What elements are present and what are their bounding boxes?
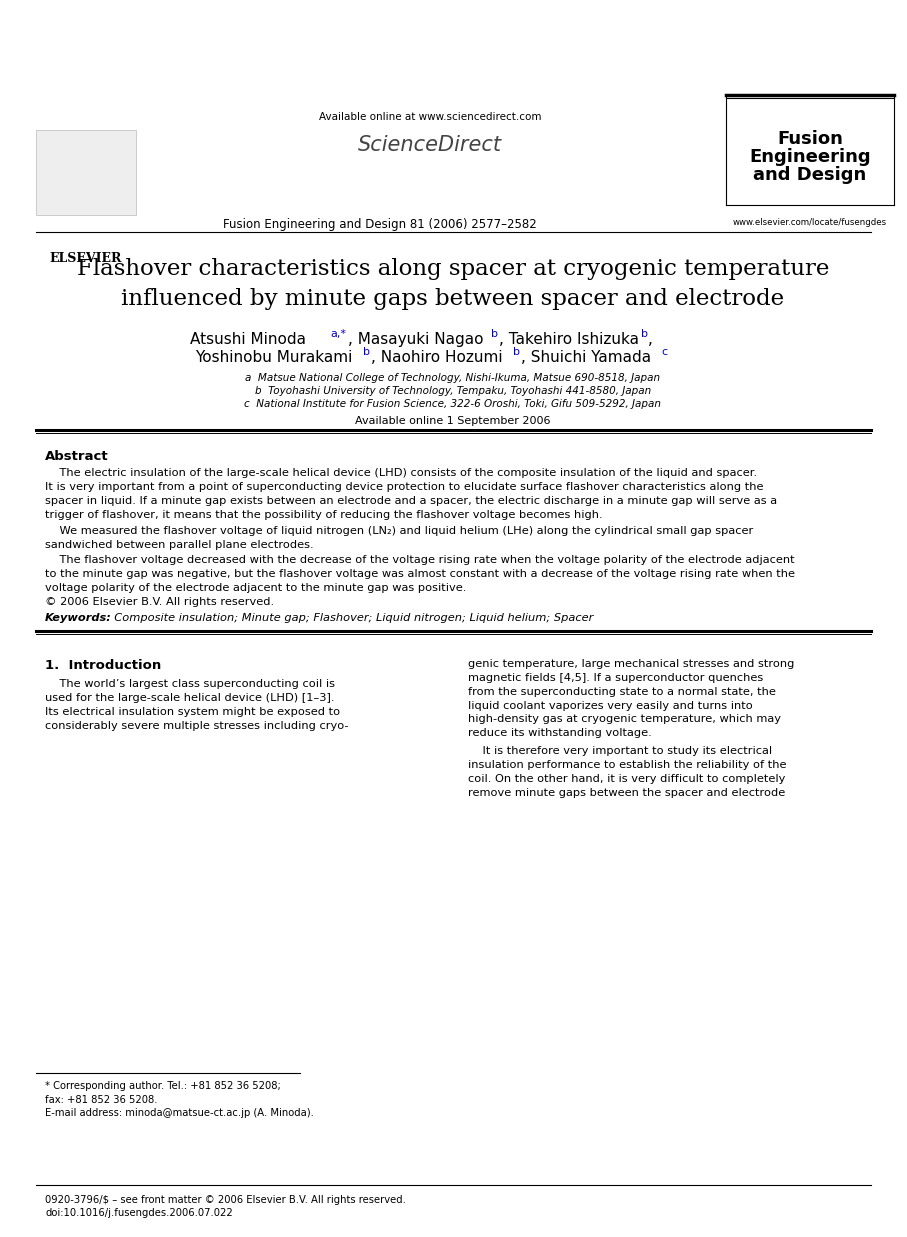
Text: ,: ,: [648, 332, 653, 348]
Text: ScienceDirect: ScienceDirect: [358, 135, 502, 155]
Text: Atsushi Minoda: Atsushi Minoda: [190, 332, 306, 348]
Text: We measured the flashover voltage of liquid nitrogen (LN₂) and liquid helium (LH: We measured the flashover voltage of liq…: [45, 526, 753, 549]
Text: , Shuichi Yamada: , Shuichi Yamada: [521, 350, 651, 365]
Text: www.elsevier.com/locate/fusengdes: www.elsevier.com/locate/fusengdes: [733, 218, 887, 228]
Text: , Naohiro Hozumi: , Naohiro Hozumi: [371, 350, 502, 365]
Text: 1.  Introduction: 1. Introduction: [45, 659, 161, 672]
Text: Composite insulation; Minute gap; Flashover; Liquid nitrogen; Liquid helium; Spa: Composite insulation; Minute gap; Flasho…: [107, 614, 593, 623]
Text: c: c: [661, 348, 668, 357]
Text: * Corresponding author. Tel.: +81 852 36 5208;
fax: +81 852 36 5208.
E-mail addr: * Corresponding author. Tel.: +81 852 36…: [45, 1081, 314, 1118]
Text: , Takehiro Ishizuka: , Takehiro Ishizuka: [499, 332, 639, 348]
Text: b: b: [363, 348, 370, 357]
Text: Keywords:: Keywords:: [45, 614, 112, 623]
Text: Abstract: Abstract: [45, 450, 109, 463]
Text: and Design: and Design: [754, 166, 866, 184]
Text: a  Matsue National College of Technology, Nishi-Ikuma, Matsue 690-8518, Japan: a Matsue National College of Technology,…: [246, 374, 660, 383]
Text: The flashover voltage decreased with the decrease of the voltage rising rate whe: The flashover voltage decreased with the…: [45, 555, 795, 606]
Bar: [36, 130, 136, 215]
Text: Available online 1 September 2006: Available online 1 September 2006: [356, 416, 551, 426]
Text: b: b: [491, 329, 498, 339]
Text: Engineering: Engineering: [749, 148, 871, 166]
Text: , Masayuki Nagao: , Masayuki Nagao: [348, 332, 483, 348]
Text: Fusion: Fusion: [777, 130, 843, 148]
Text: c  National Institute for Fusion Science, 322-6 Oroshi, Toki, Gifu 509-5292, Jap: c National Institute for Fusion Science,…: [245, 400, 661, 409]
Text: ELSEVIER: ELSEVIER: [50, 251, 122, 265]
Text: a,*: a,*: [330, 329, 346, 339]
Text: b  Toyohashi University of Technology, Tempaku, Toyohashi 441-8580, Japan: b Toyohashi University of Technology, Te…: [255, 386, 651, 396]
Text: The electric insulation of the large-scale helical device (LHD) consists of the : The electric insulation of the large-sca…: [45, 468, 777, 520]
Text: genic temperature, large mechanical stresses and strong
magnetic fields [4,5]. I: genic temperature, large mechanical stre…: [468, 659, 795, 738]
Text: Fusion Engineering and Design 81 (2006) 2577–2582: Fusion Engineering and Design 81 (2006) …: [223, 218, 537, 231]
Text: Yoshinobu Murakami: Yoshinobu Murakami: [195, 350, 353, 365]
Text: 0920-3796/$ – see front matter © 2006 Elsevier B.V. All rights reserved.
doi:10.: 0920-3796/$ – see front matter © 2006 El…: [45, 1195, 405, 1218]
Bar: [726, 95, 894, 205]
Text: b: b: [641, 329, 648, 339]
Text: Flashover characteristics along spacer at cryogenic temperature
influenced by mi: Flashover characteristics along spacer a…: [77, 259, 829, 309]
Text: Available online at www.sciencedirect.com: Available online at www.sciencedirect.co…: [318, 113, 541, 122]
Text: b: b: [513, 348, 520, 357]
Text: It is therefore very important to study its electrical
insulation performance to: It is therefore very important to study …: [468, 746, 786, 798]
Text: The world’s largest class superconducting coil is
used for the large-scale helic: The world’s largest class superconductin…: [45, 679, 348, 731]
